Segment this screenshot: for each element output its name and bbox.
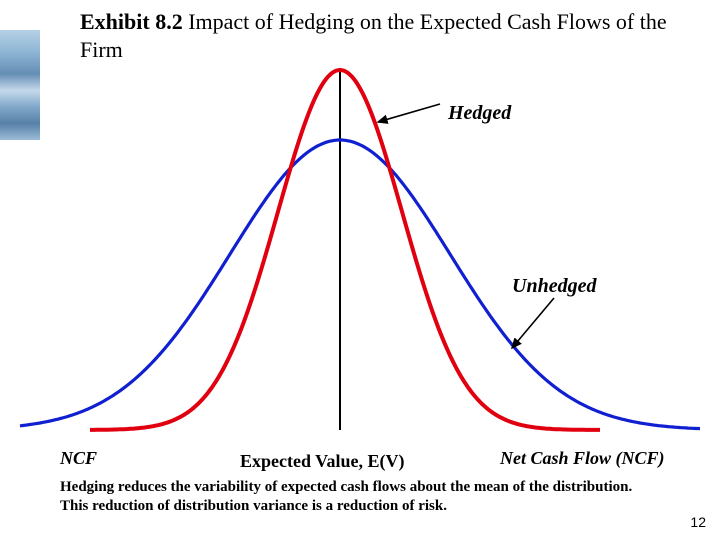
- unhedged-curve: [20, 140, 700, 429]
- exhibit-number: Exhibit 8.2: [80, 9, 183, 34]
- exhibit-title: Exhibit 8.2 Impact of Hedging on the Exp…: [80, 8, 700, 63]
- caption-line-2: This reduction of distribution variance …: [60, 498, 447, 514]
- axis-label-expected: Expected Value, E(V): [240, 451, 405, 472]
- unhedged-label: Unhedged: [512, 275, 596, 298]
- caption-text: Hedging reduces the variability of expec…: [60, 478, 680, 516]
- hedged-label: Hedged: [448, 102, 511, 125]
- hedged-curve: [90, 70, 600, 430]
- unhedged-arrow: [512, 298, 554, 348]
- caption-line-1: Hedging reduces the variability of expec…: [60, 479, 632, 495]
- hedged-arrow: [378, 104, 440, 122]
- page-number: 12: [690, 514, 706, 530]
- hedging-distribution-chart: [10, 60, 710, 440]
- axis-label-ncf-right: Net Cash Flow (NCF): [500, 448, 665, 469]
- axis-label-ncf-left: NCF: [60, 448, 97, 469]
